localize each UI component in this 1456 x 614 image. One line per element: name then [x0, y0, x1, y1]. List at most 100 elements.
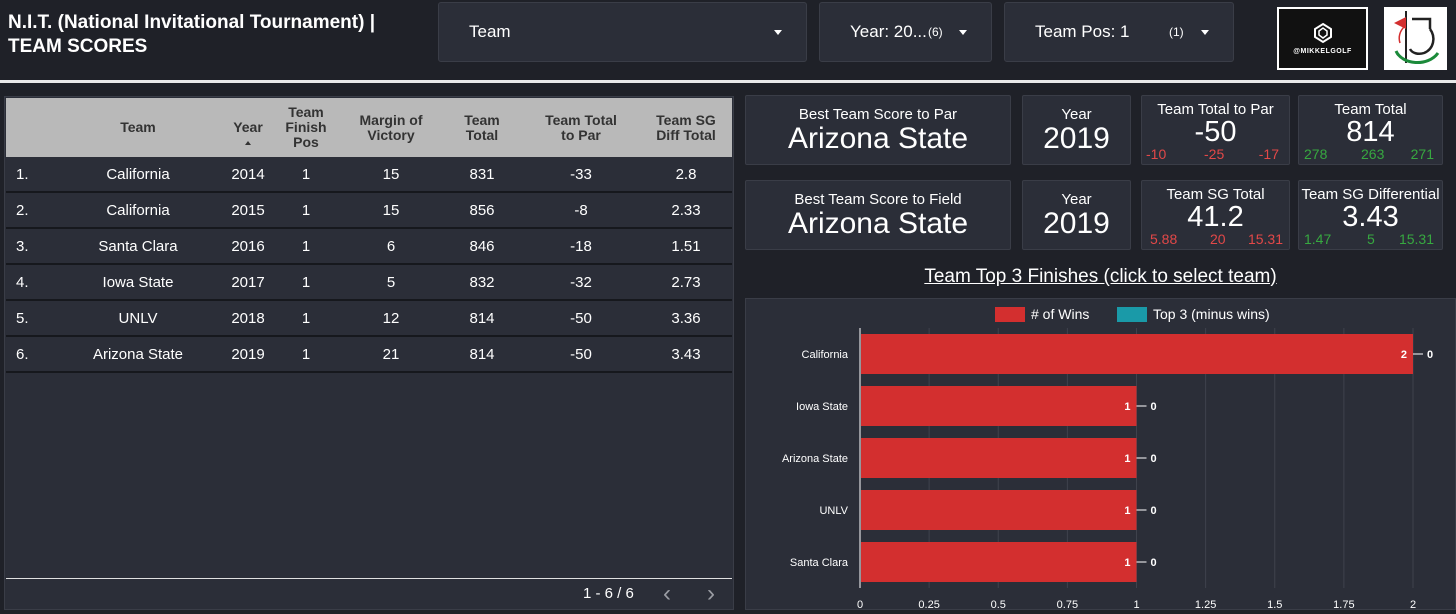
- bar-wins[interactable]: [861, 542, 1137, 582]
- legend-item-wins[interactable]: # of Wins: [995, 306, 1089, 322]
- cell-sg-diff: 1.51: [671, 237, 701, 255]
- cell-margin: 15: [382, 201, 400, 219]
- table-row[interactable]: 5. UNLV 2018 1 12 814 -50 3.36: [6, 301, 732, 337]
- bar-data-label: 1: [1124, 557, 1130, 569]
- cell-sg-diff: 2.73: [671, 273, 701, 291]
- table-row[interactable]: 2. California 2015 1 15 856 -8 2.33: [6, 193, 732, 229]
- table-row[interactable]: 6. Arizona State 2019 1 21 814 -50 3.43: [6, 337, 732, 373]
- cell-total-to-par: -50: [570, 345, 592, 363]
- table-row[interactable]: 3. Santa Clara 2016 1 6 846 -18 1.51: [6, 229, 732, 265]
- cell-team: Iowa State: [102, 273, 174, 291]
- previous-page-icon[interactable]: ‹: [663, 580, 671, 607]
- bar-wins[interactable]: [861, 334, 1413, 374]
- cell-index: 6.: [16, 345, 29, 363]
- cell-sg-diff: 3.36: [671, 309, 701, 327]
- year-filter[interactable]: Year: 20... (6): [819, 2, 992, 62]
- cell-year: 2015: [231, 201, 265, 219]
- card-sub-value: 271: [1410, 146, 1434, 162]
- chart-title[interactable]: Team Top 3 Finishes (click to select tea…: [924, 266, 1277, 287]
- cell-team: Santa Clara: [98, 237, 178, 255]
- team-total-to-par-card: Team Total to Par -50 -10 -25 -17: [1141, 95, 1290, 165]
- bar-wins[interactable]: [861, 490, 1137, 530]
- table-row[interactable]: 1. California 2014 1 15 831 -33 2.8: [6, 157, 732, 193]
- column-header-year[interactable]: Year: [224, 98, 272, 157]
- y-category-label: Santa Clara: [790, 557, 849, 569]
- team-pos-filter[interactable]: Team Pos: 1 (1): [1004, 2, 1234, 62]
- card-sub-value: 20: [1210, 231, 1226, 247]
- cell-finish-pos: 1: [301, 345, 311, 363]
- cell-team-total: 831: [469, 165, 495, 183]
- card-sub-value: 278: [1304, 146, 1328, 162]
- cell-index: 3.: [16, 237, 29, 255]
- cell-margin: 12: [382, 309, 400, 327]
- card-label: Best Team Score to Field: [794, 191, 962, 208]
- card-value: Arizona State: [787, 122, 969, 155]
- cell-margin: 5: [386, 273, 396, 291]
- cell-index: 5.: [16, 309, 29, 327]
- legend-label-top3: Top 3 (minus wins): [1153, 306, 1270, 322]
- team-pos-filter-count: (1): [1169, 25, 1184, 39]
- x-tick-label: 2: [1410, 599, 1416, 610]
- best-team-score-to-par-card: Best Team Score to Par Arizona State: [745, 95, 1011, 165]
- top-bar: N.I.T. (National Invitational Tournament…: [0, 0, 1456, 80]
- logo-text: @MIKKELGOLF: [1293, 48, 1352, 55]
- y-category-label: Iowa State: [796, 401, 848, 413]
- x-tick-label: 0.25: [918, 599, 939, 610]
- card-value: 3.43: [1342, 201, 1399, 233]
- cell-finish-pos: 1: [301, 237, 311, 255]
- cell-margin: 21: [382, 345, 400, 363]
- column-header-sg-diff[interactable]: Team SG Diff Total: [656, 111, 716, 143]
- card-value: 2019: [1043, 122, 1110, 155]
- cell-finish-pos: 1: [301, 309, 311, 327]
- pagination-text: 1 - 6 / 6: [583, 585, 634, 602]
- top3-finishes-chart: 0 0.25 0.5 0.75 1 1.25 1.5 1.75 2 California 2 0 Iow…: [782, 328, 1433, 610]
- cell-finish-pos: 1: [301, 165, 311, 183]
- table-row[interactable]: 4. Iowa State 2017 1 5 832 -32 2.73: [6, 265, 732, 301]
- column-header-margin[interactable]: Margin of Victory: [359, 111, 423, 143]
- year-filter-label: Year: 20...: [850, 22, 927, 41]
- tournament-logo: [1384, 7, 1447, 70]
- bar-data-label: 1: [1124, 505, 1130, 517]
- column-header-finish-pos[interactable]: Team Finish Pos: [285, 104, 327, 150]
- cell-margin: 15: [382, 165, 400, 183]
- column-header-team[interactable]: Team: [120, 119, 156, 135]
- bar-wins[interactable]: [861, 438, 1137, 478]
- bar-wins[interactable]: [861, 386, 1137, 426]
- card-value: -50: [1194, 116, 1237, 148]
- legend-label-wins: # of Wins: [1031, 306, 1090, 322]
- legend-swatch-wins: [995, 306, 1025, 322]
- cell-team-total: 814: [469, 345, 495, 363]
- year-filter-count: (6): [928, 25, 943, 39]
- cell-team: California: [106, 201, 170, 219]
- column-header-team-total[interactable]: Team Total: [464, 111, 500, 143]
- dropdown-arrow-icon: [774, 30, 782, 35]
- team-total-card: Team Total 814 278 263 271: [1298, 95, 1443, 165]
- cell-team-total: 856: [469, 201, 495, 219]
- bar-data-label: 0: [1151, 505, 1157, 517]
- cell-team: California: [106, 165, 170, 183]
- card-sub-value: 5: [1367, 231, 1375, 247]
- card-sub-value: -25: [1204, 146, 1225, 162]
- cell-year: 2018: [231, 309, 265, 327]
- dropdown-arrow-icon: [1201, 30, 1209, 35]
- team-sg-total-card: Team SG Total 41.2 5.88 20 15.31: [1141, 180, 1290, 250]
- mikkelgolf-mark-icon: [1313, 22, 1332, 44]
- card-label: Team Total to Par: [1157, 101, 1274, 118]
- bar-data-label: 0: [1151, 401, 1157, 413]
- cell-team: UNLV: [118, 309, 158, 327]
- cell-year: 2016: [231, 237, 265, 255]
- next-page-icon[interactable]: ›: [707, 580, 715, 607]
- legend-item-top3[interactable]: Top 3 (minus wins): [1117, 306, 1270, 322]
- column-header-total-to-par[interactable]: Team Total to Par: [545, 111, 617, 143]
- x-tick-label: 1.5: [1267, 599, 1282, 610]
- cell-total-to-par: -18: [570, 237, 592, 255]
- y-category-label: Arizona State: [782, 453, 848, 465]
- x-tick-label: 0: [857, 599, 863, 610]
- team-filter[interactable]: Team: [438, 2, 807, 62]
- bar-data-label: 2: [1401, 349, 1407, 361]
- bar-data-label: 0: [1427, 349, 1433, 361]
- table-footer-divider: [6, 578, 732, 579]
- x-tick-label: 1.25: [1195, 599, 1216, 610]
- card-value: 41.2: [1187, 201, 1244, 233]
- cell-team-total: 814: [469, 309, 495, 327]
